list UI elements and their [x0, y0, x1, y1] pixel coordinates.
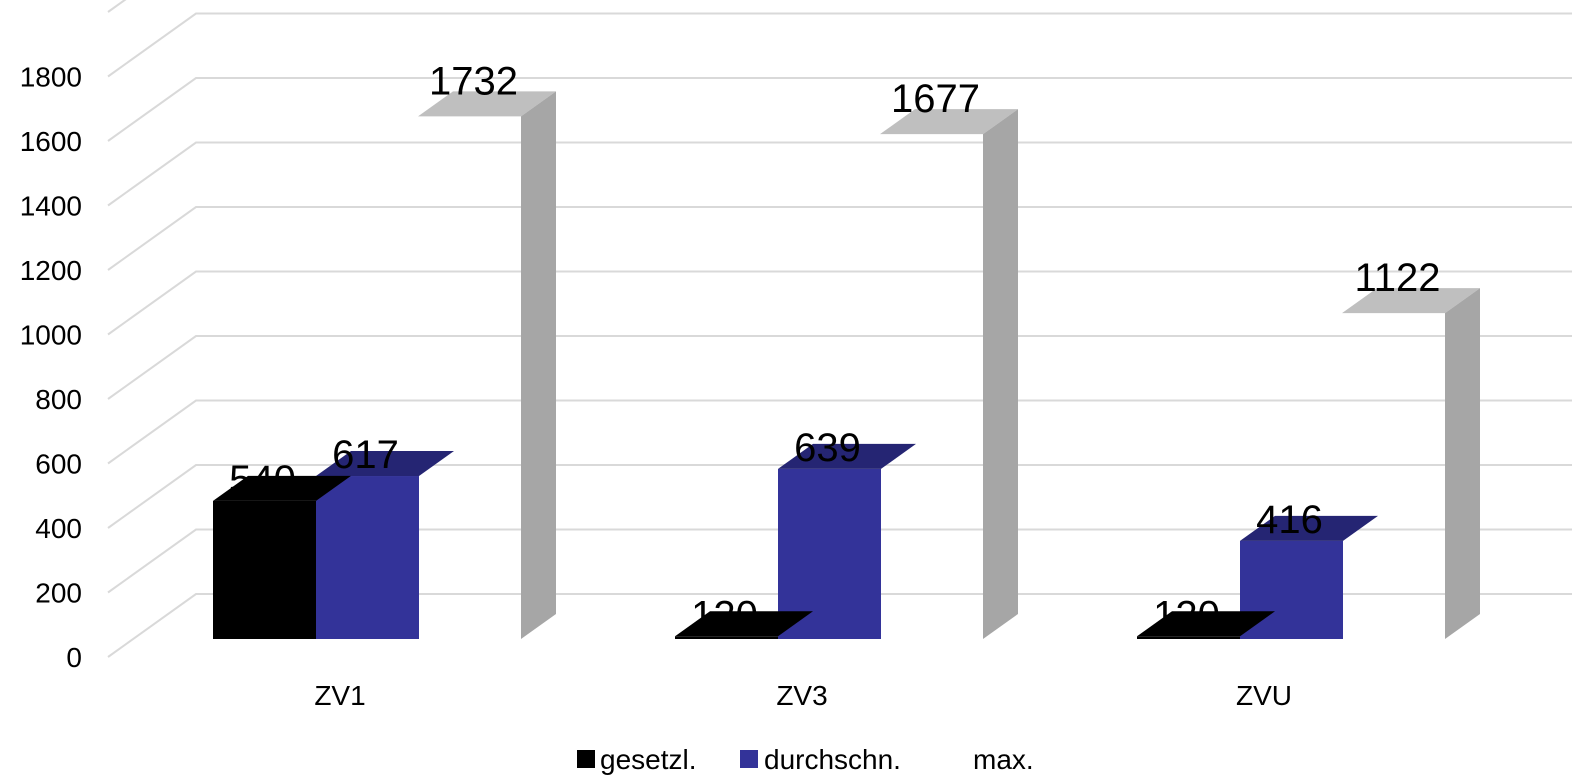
- x-axis-categories: ZV1 ZV3 ZVU: [314, 680, 1292, 711]
- gridline: [107, 335, 1572, 400]
- y-tick-label: 0: [66, 642, 82, 673]
- bar-front: [316, 476, 419, 639]
- bar-top: [213, 475, 351, 501]
- bar-side: [1445, 288, 1480, 639]
- bar-top: [1137, 611, 1275, 637]
- bar-zv1-1: [213, 475, 351, 639]
- legend-item: durchschn.: [740, 744, 901, 775]
- y-tick-label: 800: [35, 384, 82, 415]
- data-label: 120: [1153, 593, 1220, 637]
- data-label: 1732: [429, 59, 518, 103]
- legend-item: max.: [950, 744, 1034, 775]
- legend-label: max.: [973, 744, 1034, 775]
- legend-label: gesetzl.: [600, 744, 697, 775]
- y-tick-label: 600: [35, 449, 82, 480]
- category-label: ZV1: [314, 680, 365, 711]
- bar-zv3-2: [778, 443, 916, 639]
- legend: gesetzl. durchschn. max.: [577, 744, 1034, 775]
- y-tick-label: 1000: [20, 320, 82, 351]
- bar-side: [521, 91, 556, 640]
- data-label: 416: [1256, 498, 1323, 542]
- gridline: [107, 206, 1572, 271]
- bar-zv1-2: [316, 451, 454, 639]
- y-axis-ticks: 0 200 400 600 800 1000 1200 1400 1600 1800: [20, 62, 82, 674]
- gridline: [107, 77, 1572, 142]
- data-label: 1677: [891, 77, 980, 121]
- category-label: ZVU: [1236, 680, 1292, 711]
- gridline: [107, 528, 1572, 594]
- bar-zv1-3: [418, 91, 556, 640]
- legend-swatch: [740, 750, 758, 768]
- bar-zvu-3: [1342, 288, 1480, 639]
- bar-zvu-2: [1240, 515, 1378, 639]
- category-label: ZV3: [776, 680, 827, 711]
- bar-zvu-1: [1137, 611, 1275, 639]
- bar-front: [675, 636, 778, 639]
- gridline: [107, 0, 127, 13]
- bar-zv3-3: [880, 109, 1018, 640]
- y-tick-label: 1800: [20, 62, 82, 93]
- bar-top: [418, 91, 556, 117]
- gridlines: [107, 0, 1572, 658]
- data-label: 120: [691, 593, 758, 637]
- y-tick-label: 200: [35, 578, 82, 609]
- bar-top: [1240, 515, 1378, 541]
- bar-zv3-1: [675, 611, 813, 639]
- gridline: [107, 399, 1572, 465]
- y-tick-label: 1400: [20, 191, 82, 222]
- bar-side: [983, 109, 1018, 640]
- bar-top: [675, 611, 813, 637]
- data-label: 617: [332, 433, 399, 477]
- y-tick-label: 1200: [20, 255, 82, 286]
- bar-front: [213, 500, 316, 639]
- bar-front: [778, 468, 881, 639]
- data-label: 639: [794, 426, 861, 470]
- gridline: [107, 12, 1572, 78]
- bar-top: [316, 451, 454, 477]
- gridline: [107, 464, 1572, 529]
- y-tick-label: 400: [35, 513, 82, 544]
- bar-top: [778, 443, 916, 469]
- bars: [213, 91, 1480, 640]
- data-label: 540: [229, 458, 296, 502]
- legend-label: durchschn.: [764, 744, 901, 775]
- gridline: [107, 141, 1572, 207]
- legend-swatch: [577, 750, 595, 768]
- y-tick-label: 1600: [20, 126, 82, 157]
- legend-swatch: [950, 750, 968, 768]
- bar-top: [880, 109, 1018, 135]
- gridline: [107, 593, 1572, 658]
- gridline: [107, 270, 1572, 336]
- data-labels: 1732 617 540 1677 639 120 1122 416 120: [229, 59, 1440, 637]
- data-label: 1122: [1354, 256, 1440, 300]
- bar-front: [1137, 636, 1240, 639]
- legend-item: gesetzl.: [577, 744, 697, 775]
- bar-top: [1342, 288, 1480, 314]
